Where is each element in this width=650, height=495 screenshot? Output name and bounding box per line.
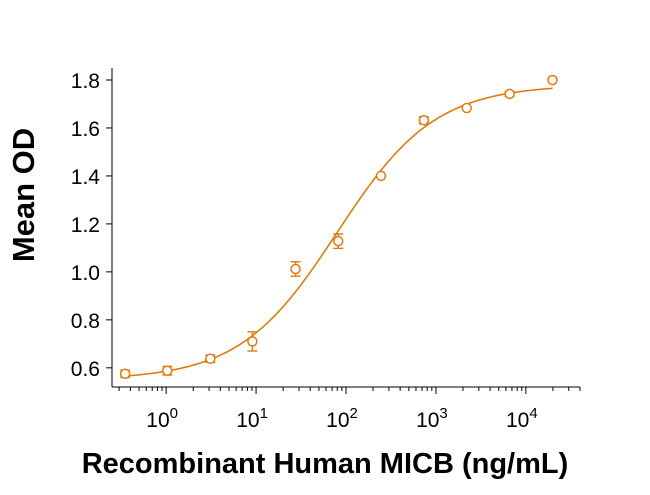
- x-tick-label: 103: [416, 405, 448, 432]
- x-tick-label: 100: [146, 405, 178, 432]
- y-tick-label: 1.6: [71, 118, 100, 141]
- y-tick-label: 0.8: [71, 310, 100, 333]
- fit-curve: [125, 87, 553, 377]
- y-axis-label: Mean OD: [6, 127, 41, 263]
- x-axis-label: Recombinant Human MICB (ng/mL): [81, 448, 569, 480]
- y-tick-label: 1.0: [71, 262, 100, 285]
- y-tick-label: 0.6: [71, 358, 100, 381]
- data-point: [290, 263, 301, 275]
- data-point: [547, 74, 558, 86]
- data-point: [504, 88, 515, 100]
- y-tick-label: 1.4: [71, 166, 101, 189]
- data-point: [119, 368, 131, 380]
- data-points-layer: [119, 74, 558, 380]
- data-point: [375, 170, 387, 182]
- y-tick-label: 1.2: [71, 214, 100, 237]
- data-point: [461, 102, 472, 114]
- data-point: [332, 235, 344, 247]
- axes: 0.6 0.8 1.0 1.2 1.4 1.6 1.8 100 101 102 103 104: [71, 68, 581, 432]
- fit-curve-layer: [125, 87, 553, 377]
- data-point: [205, 353, 216, 364]
- data-point: [247, 336, 258, 347]
- x-tick-label: 104: [506, 405, 538, 432]
- y-tick-label: 1.8: [71, 70, 100, 93]
- data-point: [418, 115, 430, 126]
- data-point: [162, 365, 173, 376]
- x-tick-label: 102: [326, 405, 358, 432]
- y-axis-label-box: Mean OD: [6, 75, 42, 315]
- x-tick-label: 101: [236, 405, 268, 432]
